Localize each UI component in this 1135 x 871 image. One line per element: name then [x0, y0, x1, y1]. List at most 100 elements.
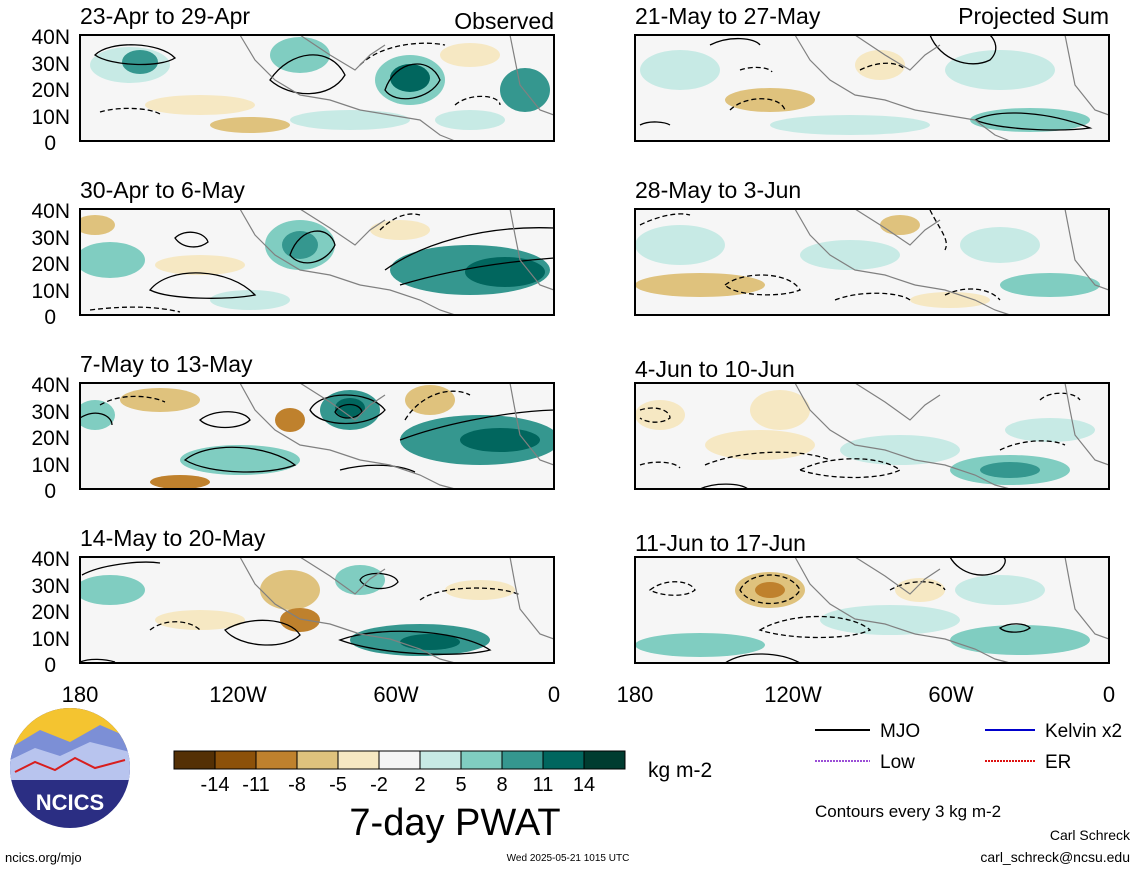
panel-title: 21-May to 27-May [635, 3, 821, 29]
projected-label: Projected Sum [958, 3, 1109, 29]
colorbar-swatches [173, 750, 626, 770]
map-frame [634, 382, 1110, 490]
lon-label: 180 [617, 682, 654, 707]
panel-title: 11-Jun to 17-Jun [635, 530, 806, 556]
lat-label: 40N [31, 548, 70, 571]
lat-label: 40N [31, 26, 70, 49]
contours [639, 34, 1093, 131]
lat-label: 10N [31, 628, 70, 651]
legend-label-er: ER [1045, 752, 1071, 773]
lon-label: 180 [62, 682, 99, 707]
colorbar-tick-label: -2 [370, 774, 388, 796]
observed-label: Observed [454, 8, 554, 34]
colorbar-units: kg m-2 [648, 759, 712, 782]
contour-note: Contours every 3 kg m-2 [815, 802, 1001, 821]
coastlines [794, 556, 1109, 664]
pwat-anomaly-field [635, 572, 1090, 657]
logo-text: NCICS [36, 790, 104, 815]
lon-label: 120W [209, 682, 267, 707]
legend-label-low: Low [880, 752, 915, 773]
lon-label: 60W [373, 682, 418, 707]
colorbar-swatch [419, 750, 462, 770]
coastlines [239, 382, 554, 490]
colorbar-title: 7-day PWAT [349, 802, 560, 844]
contours [89, 213, 554, 313]
contours [639, 392, 1081, 490]
lat-label: 10N [31, 280, 70, 303]
latitude-labels: 40N 30N 20N 10N 0 40N 30N 20N 10N 0 40N … [31, 26, 70, 677]
lat-label: 0 [44, 654, 56, 677]
colorbar-swatch [501, 750, 544, 770]
lat-label: 20N [31, 253, 70, 276]
panel-projected-1: 21-May to 27-May Projected Sum [634, 3, 1110, 142]
contours [80, 561, 521, 663]
pwat-anomaly-field [640, 50, 1090, 135]
panel-title: 23-Apr to 29-Apr [80, 3, 250, 29]
panel-title: 30-Apr to 6-May [80, 177, 245, 203]
coastlines [794, 208, 1109, 316]
lat-label: 0 [44, 132, 56, 155]
author: Carl Schreck [1050, 827, 1131, 843]
coastlines [794, 34, 1109, 142]
lat-label: 20N [31, 79, 70, 102]
lat-label: 40N [31, 374, 70, 397]
panel-projected-2: 28-May to 3-Jun [634, 177, 1110, 316]
website-link[interactable]: ncics.org/mjo [5, 850, 82, 865]
colorbar-tick-label: -5 [329, 774, 347, 796]
lat-label: 40N [31, 200, 70, 223]
longitude-labels: 180 120W 60W 0 180 120W 60W 0 [62, 682, 1115, 707]
panel-title: 4-Jun to 10-Jun [635, 356, 795, 382]
legend-label-kelvin: Kelvin x2 [1045, 721, 1122, 742]
colorbar-tick-label: 5 [455, 774, 466, 796]
lat-label: 10N [31, 454, 70, 477]
panel-observed-2: 30-Apr to 6-May [79, 177, 555, 316]
map-frame [634, 208, 1110, 316]
panel-observed-3: 7-May to 13-May [79, 351, 555, 490]
colorbar-swatch [583, 750, 626, 770]
map-background [80, 557, 554, 663]
panel-title: 7-May to 13-May [80, 351, 253, 377]
colorbar-tick-label: 2 [414, 774, 425, 796]
colorbar-tick-label: -8 [288, 774, 306, 796]
colorbar-swatch [255, 750, 298, 770]
map-frame [79, 34, 555, 142]
lat-label: 20N [31, 427, 70, 450]
colorbar: -14 -11 -8 -5 -2 2 5 8 11 14 kg m-2 7-day PWAT [173, 750, 712, 844]
email[interactable]: carl_schreck@ncsu.edu [980, 849, 1130, 865]
map-frame [79, 382, 555, 490]
panel-title: 28-May to 3-Jun [635, 177, 801, 203]
contour-legend: MJO Kelvin x2 Low ER Contours every 3 kg… [815, 721, 1122, 821]
colorbar-tick-label: -11 [242, 774, 269, 796]
panel-observed-1: 23-Apr to 29-Apr Observed [79, 3, 555, 142]
colorbar-swatch [173, 750, 216, 770]
map-frame [79, 208, 555, 316]
lat-label: 0 [44, 306, 56, 329]
lat-label: 30N [31, 401, 70, 424]
contours [648, 556, 1031, 664]
colorbar-swatch [460, 750, 503, 770]
coastlines [239, 34, 554, 142]
coastlines [794, 382, 1109, 490]
lat-label: 30N [31, 53, 70, 76]
colorbar-tick-label: -14 [201, 774, 230, 796]
contours [639, 209, 1001, 301]
colorbar-swatch [337, 750, 380, 770]
lat-label: 0 [44, 480, 56, 503]
colorbar-tick-label: 8 [496, 774, 507, 796]
lon-label: 0 [548, 682, 560, 707]
map-frame [634, 556, 1110, 664]
footer: ncics.org/mjo Wed 2025-05-21 1015 UTC Ca… [5, 827, 1131, 865]
panel-projected-3: 4-Jun to 10-Jun [634, 356, 1110, 490]
lat-label: 20N [31, 601, 70, 624]
lat-label: 30N [31, 227, 70, 250]
map-frame [79, 556, 555, 664]
panel-projected-4: 11-Jun to 17-Jun [634, 530, 1110, 664]
lon-label: 0 [1103, 682, 1115, 707]
coastlines [239, 208, 554, 316]
lat-label: 10N [31, 106, 70, 129]
ncics-logo: NCICS [10, 708, 130, 828]
lon-label: 60W [928, 682, 973, 707]
map-frame [634, 34, 1110, 142]
panel-observed-4: 14-May to 20-May [79, 525, 555, 664]
